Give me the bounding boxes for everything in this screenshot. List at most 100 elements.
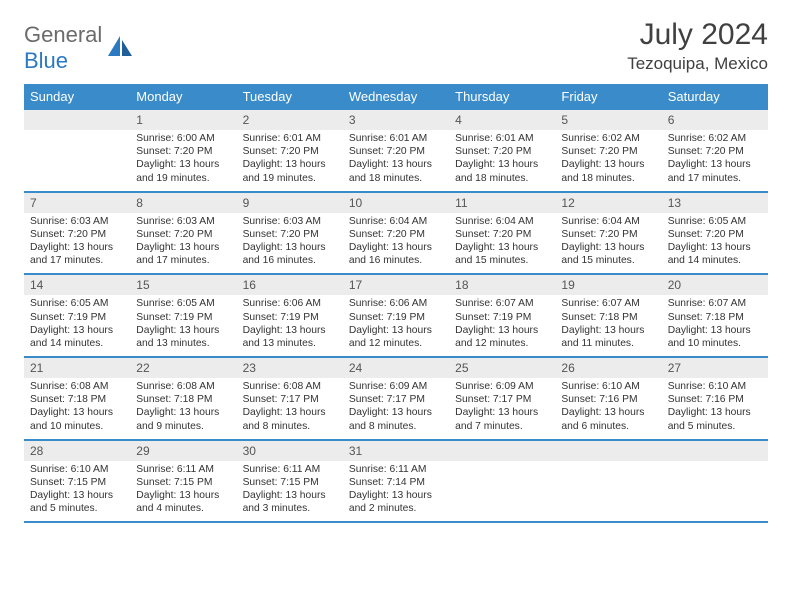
daylight-line1: Daylight: 13 hours [136,406,230,419]
daylight-line1: Daylight: 13 hours [455,324,549,337]
day-cell: 18Sunrise: 6:07 AMSunset: 7:19 PMDayligh… [449,275,555,356]
sunset-text: Sunset: 7:18 PM [136,393,230,406]
day-cell: 12Sunrise: 6:04 AMSunset: 7:20 PMDayligh… [555,193,661,274]
daylight-line2: and 14 minutes. [668,254,762,267]
sunset-text: Sunset: 7:18 PM [30,393,124,406]
daylight-line2: and 10 minutes. [668,337,762,350]
day-cell: 28Sunrise: 6:10 AMSunset: 7:15 PMDayligh… [24,441,130,522]
day-cell: 20Sunrise: 6:07 AMSunset: 7:18 PMDayligh… [662,275,768,356]
day-info: Sunrise: 6:07 AMSunset: 7:18 PMDaylight:… [555,295,661,356]
week-row: 7Sunrise: 6:03 AMSunset: 7:20 PMDaylight… [24,193,768,276]
weekday-header-row: SundayMondayTuesdayWednesdayThursdayFrid… [24,84,768,110]
sunrise-text: Sunrise: 6:05 AM [668,215,762,228]
day-info: Sunrise: 6:03 AMSunset: 7:20 PMDaylight:… [237,213,343,274]
day-cell [449,441,555,522]
daylight-line1: Daylight: 13 hours [349,489,443,502]
sunrise-text: Sunrise: 6:08 AM [136,380,230,393]
day-number: 29 [130,441,236,461]
daylight-line2: and 5 minutes. [668,420,762,433]
sunrise-text: Sunrise: 6:03 AM [243,215,337,228]
day-cell: 4Sunrise: 6:01 AMSunset: 7:20 PMDaylight… [449,110,555,191]
day-number: 14 [24,275,130,295]
sunset-text: Sunset: 7:17 PM [349,393,443,406]
daylight-line2: and 3 minutes. [243,502,337,515]
day-info: Sunrise: 6:01 AMSunset: 7:20 PMDaylight:… [343,130,449,191]
day-cell: 14Sunrise: 6:05 AMSunset: 7:19 PMDayligh… [24,275,130,356]
daylight-line1: Daylight: 13 hours [243,406,337,419]
day-number: 21 [24,358,130,378]
daylight-line1: Daylight: 13 hours [455,241,549,254]
title-block: July 2024 Tezoquipa, Mexico [627,18,768,74]
week-row: 14Sunrise: 6:05 AMSunset: 7:19 PMDayligh… [24,275,768,358]
day-number: 17 [343,275,449,295]
day-info [24,130,130,184]
daylight-line2: and 6 minutes. [561,420,655,433]
day-info: Sunrise: 6:06 AMSunset: 7:19 PMDaylight:… [237,295,343,356]
day-cell: 23Sunrise: 6:08 AMSunset: 7:17 PMDayligh… [237,358,343,439]
weekday-header: Sunday [24,84,130,110]
calendar: SundayMondayTuesdayWednesdayThursdayFrid… [24,84,768,523]
daylight-line1: Daylight: 13 hours [561,324,655,337]
daylight-line1: Daylight: 13 hours [30,324,124,337]
day-info: Sunrise: 6:02 AMSunset: 7:20 PMDaylight:… [555,130,661,191]
day-info: Sunrise: 6:11 AMSunset: 7:15 PMDaylight:… [237,461,343,522]
sunset-text: Sunset: 7:20 PM [349,228,443,241]
day-cell: 25Sunrise: 6:09 AMSunset: 7:17 PMDayligh… [449,358,555,439]
sunset-text: Sunset: 7:20 PM [561,145,655,158]
weekday-header: Saturday [662,84,768,110]
sunrise-text: Sunrise: 6:00 AM [136,132,230,145]
daylight-line2: and 12 minutes. [455,337,549,350]
daylight-line2: and 5 minutes. [30,502,124,515]
daylight-line2: and 8 minutes. [349,420,443,433]
day-info: Sunrise: 6:08 AMSunset: 7:18 PMDaylight:… [130,378,236,439]
daylight-line2: and 17 minutes. [30,254,124,267]
day-info: Sunrise: 6:09 AMSunset: 7:17 PMDaylight:… [343,378,449,439]
day-number: 4 [449,110,555,130]
day-cell: 3Sunrise: 6:01 AMSunset: 7:20 PMDaylight… [343,110,449,191]
sunrise-text: Sunrise: 6:05 AM [30,297,124,310]
sunrise-text: Sunrise: 6:08 AM [30,380,124,393]
sunrise-text: Sunrise: 6:07 AM [455,297,549,310]
sunrise-text: Sunrise: 6:02 AM [561,132,655,145]
day-cell: 15Sunrise: 6:05 AMSunset: 7:19 PMDayligh… [130,275,236,356]
weekday-header: Monday [130,84,236,110]
day-info [449,461,555,515]
sunrise-text: Sunrise: 6:01 AM [349,132,443,145]
day-info: Sunrise: 6:03 AMSunset: 7:20 PMDaylight:… [24,213,130,274]
daylight-line2: and 19 minutes. [136,172,230,185]
daylight-line1: Daylight: 13 hours [243,158,337,171]
daylight-line1: Daylight: 13 hours [349,324,443,337]
sunrise-text: Sunrise: 6:10 AM [668,380,762,393]
sunset-text: Sunset: 7:20 PM [668,145,762,158]
sail-icon [106,34,134,63]
daylight-line1: Daylight: 13 hours [455,158,549,171]
day-info: Sunrise: 6:08 AMSunset: 7:17 PMDaylight:… [237,378,343,439]
day-cell: 7Sunrise: 6:03 AMSunset: 7:20 PMDaylight… [24,193,130,274]
day-info: Sunrise: 6:06 AMSunset: 7:19 PMDaylight:… [343,295,449,356]
day-number [24,110,130,130]
daylight-line1: Daylight: 13 hours [30,406,124,419]
sunset-text: Sunset: 7:16 PM [561,393,655,406]
sunrise-text: Sunrise: 6:04 AM [561,215,655,228]
sunrise-text: Sunrise: 6:01 AM [455,132,549,145]
daylight-line1: Daylight: 13 hours [243,489,337,502]
day-number: 3 [343,110,449,130]
daylight-line2: and 16 minutes. [243,254,337,267]
sunrise-text: Sunrise: 6:10 AM [30,463,124,476]
day-number: 18 [449,275,555,295]
daylight-line1: Daylight: 13 hours [136,158,230,171]
daylight-line2: and 16 minutes. [349,254,443,267]
day-info: Sunrise: 6:00 AMSunset: 7:20 PMDaylight:… [130,130,236,191]
day-info: Sunrise: 6:04 AMSunset: 7:20 PMDaylight:… [343,213,449,274]
location: Tezoquipa, Mexico [627,54,768,74]
daylight-line2: and 7 minutes. [455,420,549,433]
daylight-line2: and 11 minutes. [561,337,655,350]
day-number: 2 [237,110,343,130]
day-info: Sunrise: 6:02 AMSunset: 7:20 PMDaylight:… [662,130,768,191]
day-number: 10 [343,193,449,213]
day-cell: 2Sunrise: 6:01 AMSunset: 7:20 PMDaylight… [237,110,343,191]
daylight-line1: Daylight: 13 hours [668,324,762,337]
day-number: 22 [130,358,236,378]
sunset-text: Sunset: 7:15 PM [30,476,124,489]
day-number: 1 [130,110,236,130]
